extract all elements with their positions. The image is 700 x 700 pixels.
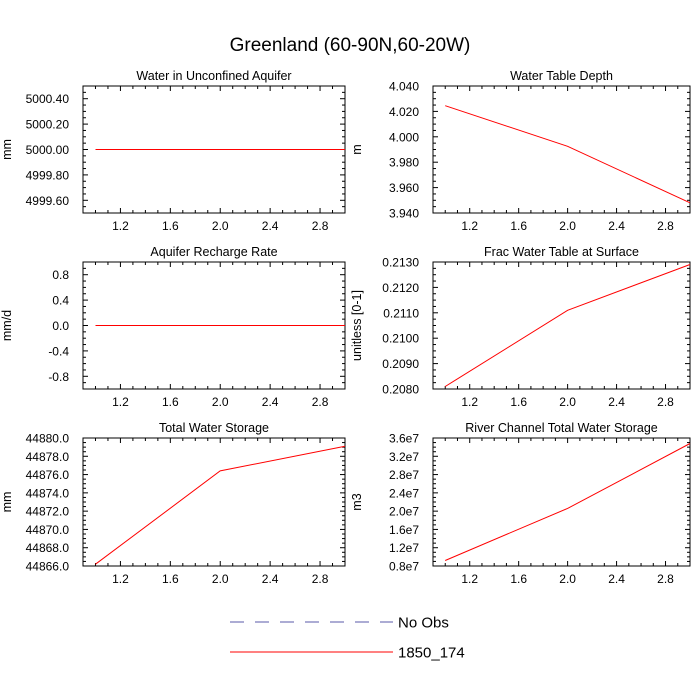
y-tick-label: 0.2090 (382, 357, 419, 371)
x-tick-label: 2.0 (559, 395, 576, 409)
x-tick-label: 1.6 (162, 572, 179, 586)
y-axis-label: unitless [0-1] (350, 290, 364, 361)
y-tick-label: 5000.40 (26, 92, 70, 106)
x-tick-label: 1.2 (461, 572, 478, 586)
x-tick-label: 1.6 (510, 395, 527, 409)
series-line-1850_174 (95, 445, 346, 565)
plot-frame (432, 85, 691, 214)
x-tick-label: 2.4 (262, 572, 279, 586)
x-tick-label: 2.0 (212, 572, 229, 586)
x-tick-label: 1.6 (510, 219, 527, 233)
panel-5: Total Water Storage 1.2 1.6 2.0 2.4 2.8 44866.… (0, 421, 346, 586)
x-tick-label: 2.8 (657, 572, 674, 586)
panel-title: Water Table Depth (510, 69, 613, 83)
plot-frame (432, 437, 691, 567)
y-tick-label: 44872.0 (26, 505, 70, 519)
x-tick-label: 1.2 (112, 572, 129, 586)
legend: No Obs 1850_174 (230, 615, 465, 662)
panel-4: Frac Water Table at Surface 1.2 1.6 2.0 2.4 2… (350, 245, 691, 409)
y-tick-label: 0.2080 (382, 383, 419, 397)
panel-6: River Channel Total Water Storage 1.2 1.6 2… (350, 421, 691, 586)
y-tick-label: 0.2120 (382, 281, 419, 295)
y-axis-label: m3 (350, 493, 364, 510)
y-tick-label: 0.8e7 (389, 560, 419, 574)
y-tick-label: 3.960 (389, 181, 419, 195)
y-tick-label: 44868.0 (26, 541, 70, 555)
y-tick-label: 4.020 (389, 105, 419, 119)
y-tick-label: 4999.60 (26, 194, 70, 208)
series-line-1850_174 (445, 105, 691, 204)
x-tick-label: 2.8 (312, 572, 329, 586)
x-tick-label: 2.4 (608, 219, 625, 233)
y-tick-label: 0.0 (52, 319, 69, 333)
y-tick-label: 44870.0 (26, 523, 70, 537)
plot-frame (82, 437, 346, 567)
y-tick-label: 5000.00 (26, 143, 70, 157)
y-axis-label: m (350, 144, 364, 154)
x-tick-label: 2.8 (312, 395, 329, 409)
x-tick-label: 2.8 (657, 219, 674, 233)
y-axis-label: mm (0, 139, 14, 160)
y-tick-label: 1.6e7 (389, 523, 419, 537)
y-tick-label: 3.980 (389, 156, 419, 170)
y-tick-label: 4.040 (389, 80, 419, 94)
y-tick-label: 0.4 (52, 294, 69, 308)
series-line-1850_174 (444, 264, 691, 387)
y-tick-label: 3.6e7 (389, 432, 419, 446)
series-line-1850_174 (445, 443, 691, 561)
y-tick-label: 0.8 (52, 268, 69, 282)
x-tick-label: 1.2 (112, 219, 129, 233)
x-tick-label: 2.0 (559, 219, 576, 233)
x-tick-label: 2.8 (657, 395, 674, 409)
panel-1: Water in Unconfined Aquifer 1.2 1.6 2.0 2.4 2… (0, 69, 346, 233)
y-tick-label: -0.8 (48, 370, 69, 384)
y-tick-label: 0.2130 (382, 256, 419, 270)
x-tick-label: 2.4 (262, 219, 279, 233)
y-tick-label: 44876.0 (26, 468, 70, 482)
x-tick-label: 2.0 (212, 395, 229, 409)
legend-label-2: 1850_174 (398, 645, 465, 662)
x-tick-label: 1.6 (162, 395, 179, 409)
figure-title: Greenland (60-90N,60-20W) (230, 35, 471, 56)
legend-label-1: No Obs (398, 615, 449, 632)
y-axis-label: mm/d (0, 310, 14, 341)
y-tick-label: 4999.80 (26, 168, 70, 182)
y-tick-label: 44866.0 (26, 560, 70, 574)
x-tick-label: 1.2 (112, 395, 129, 409)
x-tick-label: 2.8 (312, 219, 329, 233)
panels: Water in Unconfined Aquifer 1.2 1.6 2.0 2.4 2… (0, 69, 691, 586)
x-tick-label: 2.0 (212, 219, 229, 233)
x-tick-label: 1.2 (461, 219, 478, 233)
y-tick-label: 5000.20 (26, 118, 70, 132)
panel-title: Frac Water Table at Surface (484, 245, 639, 259)
y-tick-label: 2.4e7 (389, 486, 419, 500)
panel-title: Aquifer Recharge Rate (150, 245, 277, 259)
y-tick-label: 44880.0 (26, 432, 70, 446)
y-tick-label: 44874.0 (26, 486, 70, 500)
y-tick-label: 44878.0 (26, 450, 70, 464)
y-tick-label: -0.4 (48, 344, 69, 358)
x-tick-label: 2.0 (559, 572, 576, 586)
y-tick-label: 0.2100 (382, 332, 419, 346)
y-tick-label: 2.0e7 (389, 505, 419, 519)
panel-2: Water Table Depth 1.2 1.6 2.0 2.4 2.8 3.940 3.9… (350, 69, 691, 233)
x-tick-label: 1.6 (510, 572, 527, 586)
y-tick-label: 0.2110 (383, 306, 419, 320)
y-tick-label: 4.000 (389, 130, 419, 144)
y-axis-label: mm (0, 492, 14, 513)
panel-title: Water in Unconfined Aquifer (136, 69, 291, 83)
x-tick-label: 2.4 (262, 395, 279, 409)
y-tick-label: 3.2e7 (389, 450, 419, 464)
x-tick-label: 1.2 (461, 395, 478, 409)
panel-3: Aquifer Recharge Rate 1.2 1.6 2.0 2.4 2.8 -0.8… (0, 245, 346, 409)
y-tick-label: 2.8e7 (389, 468, 419, 482)
panel-title: Total Water Storage (159, 421, 269, 435)
x-tick-label: 2.4 (608, 572, 625, 586)
y-tick-label: 1.2e7 (389, 541, 419, 555)
panel-title: River Channel Total Water Storage (465, 421, 658, 435)
x-tick-label: 1.6 (162, 219, 179, 233)
x-tick-label: 2.4 (608, 395, 625, 409)
y-tick-label: 3.940 (389, 207, 419, 221)
